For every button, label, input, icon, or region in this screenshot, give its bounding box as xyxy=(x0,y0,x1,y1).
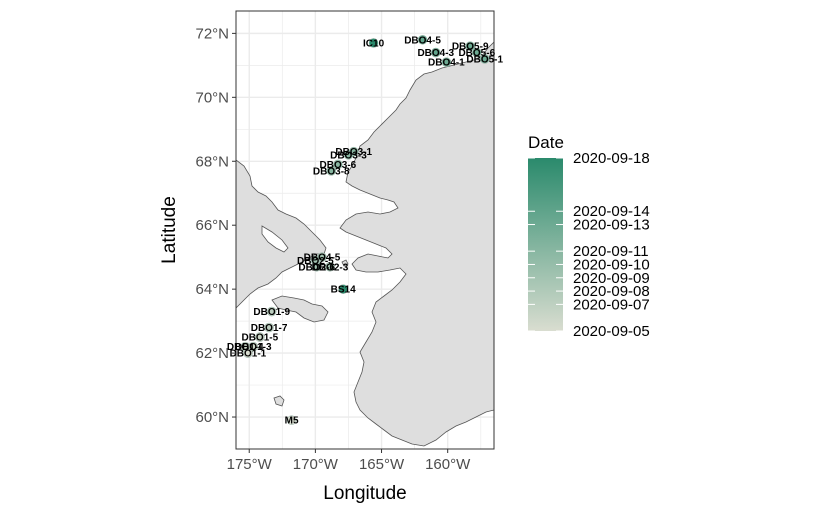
y-tick-label: 68°N xyxy=(195,153,229,170)
station-point xyxy=(479,54,490,64)
station-point xyxy=(255,332,265,342)
station-label: IC10 xyxy=(363,38,385,49)
station-point xyxy=(264,322,274,333)
y-axis: 60°N 62°N 64°N 66°N 68°N 70°N 72°N xyxy=(195,25,236,426)
station-point xyxy=(266,306,277,317)
land-island-south xyxy=(273,395,285,407)
legend-break-label: 2020-09-11 xyxy=(573,243,649,260)
x-axis-title: Longitude xyxy=(323,483,406,504)
station-label: DBO1-4 xyxy=(227,342,264,353)
station-label: DBO4-3 xyxy=(417,48,454,59)
station-point xyxy=(326,166,337,176)
station-label: DBO1-3 xyxy=(235,342,272,353)
station-point xyxy=(286,415,297,426)
x-tick-label: 165°W xyxy=(359,456,405,473)
legend-break-label: 2020-09-18 xyxy=(573,150,650,167)
station-point xyxy=(471,47,482,58)
station-point xyxy=(343,150,354,160)
station-label: DBO2-6 xyxy=(298,262,335,273)
x-axis: 175°W 170°W 165°W 160°W xyxy=(227,449,471,473)
station-label: DBO1-5 xyxy=(241,333,278,344)
station-label: DBO3-6 xyxy=(320,160,357,171)
legend-colorbar xyxy=(528,158,563,331)
y-tick-label: 70°N xyxy=(195,89,229,106)
station-label: DBO1-9 xyxy=(253,307,290,318)
y-tick-label: 72°N xyxy=(195,25,229,42)
x-tick-label: 175°W xyxy=(227,456,273,473)
legend-break-label: 2020-09-07 xyxy=(573,296,650,313)
station-label: BS14 xyxy=(331,285,356,296)
station-label: DBO5-9 xyxy=(452,42,489,53)
station-layer xyxy=(240,34,490,426)
station-point xyxy=(243,348,253,358)
land-chukotka xyxy=(236,159,327,309)
station-label: DBO2-5 xyxy=(297,256,334,267)
x-tick-label: 170°W xyxy=(293,456,339,473)
station-label: DBO4-5 xyxy=(304,253,341,264)
land-king-island xyxy=(341,259,349,267)
legend-ticks: 2020-09-05 2020-09-072020-09-082020-09-09… xyxy=(528,150,650,340)
legend-break-label: 2020-09-14 xyxy=(573,203,650,220)
station-point xyxy=(325,261,335,272)
station-label: DBO4-5 xyxy=(404,35,441,46)
legend-break-label: 2020-09-05 xyxy=(573,323,650,340)
station-label: M5 xyxy=(285,416,299,427)
station-point xyxy=(368,38,379,48)
land-alaska xyxy=(339,41,494,447)
legend-break-label: 2020-09-09 xyxy=(573,270,650,287)
station-label: DBO1-7 xyxy=(251,323,288,334)
station-label: DBO3-3 xyxy=(330,150,367,161)
station-label: DBO4-1 xyxy=(428,58,465,69)
station-point xyxy=(430,47,441,58)
station-point xyxy=(333,159,343,170)
legend-break-label: 2020-09-13 xyxy=(573,217,650,234)
legend: Date 2020-09-052020-09-072020-09-082020-… xyxy=(528,133,650,340)
legend-break-label: 2020-09-08 xyxy=(573,283,650,300)
station-point xyxy=(441,57,452,67)
x-tick-label: 160°W xyxy=(425,456,471,473)
land-st-lawrence-island xyxy=(271,295,329,323)
y-tick-label: 62°N xyxy=(195,345,229,362)
station-point xyxy=(311,261,322,272)
land-layer xyxy=(236,41,494,447)
station-label: DBO3-1 xyxy=(335,147,372,158)
station-label: DBO5-1 xyxy=(466,54,503,65)
legend-break-label: 2020-09-10 xyxy=(573,256,650,273)
station-point xyxy=(417,34,428,45)
station-label: DBO2-3 xyxy=(312,262,349,273)
station-label: DBO1-1 xyxy=(230,349,267,360)
station-point xyxy=(317,252,327,262)
station-point xyxy=(338,284,348,294)
land-chukotka-bay xyxy=(261,225,289,253)
station-label: DBO5-6 xyxy=(458,48,495,59)
legend-title: Date xyxy=(528,133,564,152)
y-tick-label: 64°N xyxy=(195,281,229,298)
plot-border xyxy=(235,10,495,450)
station-label: DBO3-8 xyxy=(313,166,350,177)
y-axis-title: Latitude xyxy=(159,196,180,264)
y-tick-label: 60°N xyxy=(195,409,229,426)
station-point xyxy=(465,41,475,51)
y-tick-label: 66°N xyxy=(195,217,229,234)
